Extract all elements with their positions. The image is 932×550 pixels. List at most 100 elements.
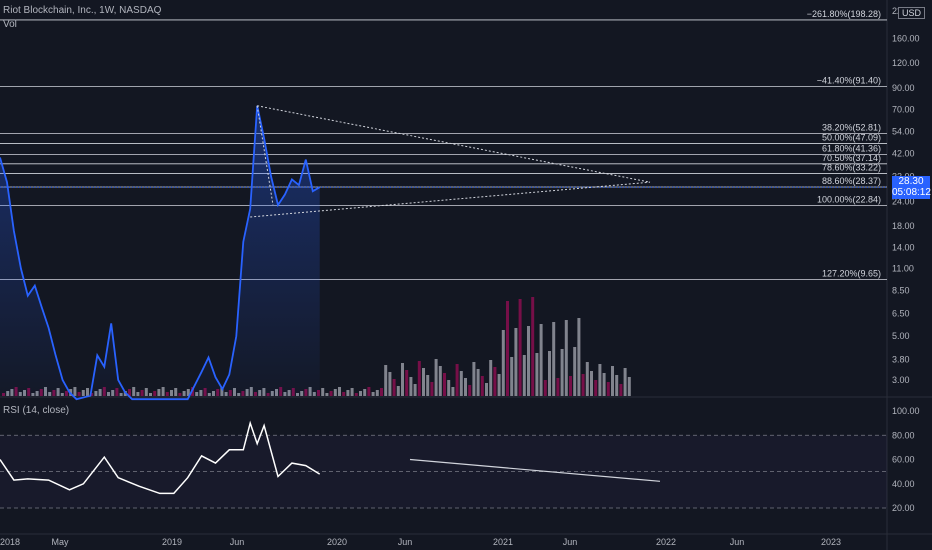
price-tick-label: 24.00 xyxy=(892,196,915,206)
volume-bar xyxy=(581,374,585,396)
rsi-tick-label: 40.00 xyxy=(892,479,915,489)
volume-bar xyxy=(497,374,501,396)
volume-bar xyxy=(447,380,451,396)
time-tick-label: 2023 xyxy=(821,537,841,547)
volume-bar xyxy=(136,392,140,396)
volume-bar xyxy=(548,351,551,396)
fib-level-label: 88.60%(28.37) xyxy=(822,176,881,186)
volume-bar xyxy=(77,392,81,396)
volume-bar xyxy=(321,388,325,396)
volume-bar xyxy=(405,370,409,396)
price-tick-label: 70.00 xyxy=(892,104,915,114)
rsi-divergence-trendline xyxy=(409,458,661,482)
triangle-lower-trendline xyxy=(250,181,651,218)
volume-bar xyxy=(346,390,350,396)
price-area-fill xyxy=(0,105,320,400)
volume-bar xyxy=(186,389,190,396)
volume-bar xyxy=(157,389,161,396)
price-tick-label: 5.00 xyxy=(892,331,910,341)
time-tick-label: 2021 xyxy=(493,537,513,547)
volume-bar xyxy=(627,377,631,396)
volume-bar xyxy=(556,378,560,396)
last-price-tag: 28.30 05:08:12 xyxy=(892,176,931,199)
volume-bar xyxy=(354,393,358,396)
rsi-tick-label: 100.00 xyxy=(892,406,920,416)
volume-bar xyxy=(144,388,148,396)
triangle-inner-trendline xyxy=(256,105,274,206)
volume-bar xyxy=(359,391,362,396)
volume-bar xyxy=(426,375,430,396)
time-tick-label: 2019 xyxy=(162,537,182,547)
time-tick-label: May xyxy=(51,537,69,547)
volume-bar xyxy=(539,324,543,396)
volume-bar xyxy=(174,388,178,396)
rsi-line xyxy=(0,420,321,495)
price-tick-label: 54.00 xyxy=(892,127,915,137)
fib-level-label: 127.20%(9.65) xyxy=(822,269,881,279)
volume-bar xyxy=(451,387,455,396)
volume-bar xyxy=(569,376,572,396)
volume-bar xyxy=(564,320,568,396)
volume-bar xyxy=(476,369,480,396)
volume-bar xyxy=(329,391,333,396)
volume-bar xyxy=(506,301,509,396)
volume-bar xyxy=(396,386,400,396)
volume-bar xyxy=(501,330,505,396)
volume-bar xyxy=(165,392,169,396)
volume-bar xyxy=(531,297,535,396)
volume-bar xyxy=(552,322,556,396)
price-line xyxy=(0,105,321,401)
rsi-tick-label: 20.00 xyxy=(892,503,915,513)
volume-bar xyxy=(480,376,484,396)
volume-bar xyxy=(577,318,581,396)
volume-bar xyxy=(585,362,589,396)
volume-bar xyxy=(438,366,442,396)
volume-bar xyxy=(422,368,425,396)
volume-bar xyxy=(459,371,463,396)
volume-bar xyxy=(464,378,467,396)
currency-tag[interactable]: USD xyxy=(898,7,926,19)
volume-bar xyxy=(522,355,526,396)
fib-level-label: −41.40%(91.40) xyxy=(817,75,881,85)
volume-bar xyxy=(153,391,157,396)
price-tick-label: 8.50 xyxy=(892,286,910,296)
volume-bar xyxy=(128,389,131,396)
fib-level-label: 70.50%(37.14) xyxy=(822,153,881,163)
volume-bar xyxy=(493,367,497,396)
time-tick-label: 2018 xyxy=(0,537,20,547)
volume-bar xyxy=(413,384,417,396)
volume-bar xyxy=(472,362,476,396)
price-tick-label: 3.80 xyxy=(892,355,910,365)
volume-bar xyxy=(73,387,77,396)
volume-bar xyxy=(602,373,606,396)
volume-bar xyxy=(606,382,610,396)
volume-bar xyxy=(543,380,547,396)
volume-bar xyxy=(560,349,564,396)
volume-bar xyxy=(619,384,623,396)
rsi-tick-label: 80.00 xyxy=(892,430,915,440)
volume-bar xyxy=(434,359,438,396)
volume-bar xyxy=(363,389,367,396)
rsi-tick-label: 60.00 xyxy=(892,455,915,465)
time-tick-label: 2022 xyxy=(656,537,676,547)
volume-bar xyxy=(338,387,341,396)
volume-bar xyxy=(182,391,186,396)
volume-bar xyxy=(468,385,472,396)
price-tick-label: 120.00 xyxy=(892,58,920,68)
rsi-legend: RSI (14, close) xyxy=(3,405,70,416)
volume-bar xyxy=(170,390,173,396)
time-tick-label: Jun xyxy=(730,537,745,547)
volume-bar xyxy=(388,372,392,396)
volume-bar xyxy=(384,365,388,396)
price-tick-label: 42.00 xyxy=(892,148,915,158)
volume-bar xyxy=(443,373,446,396)
volume-bar xyxy=(598,364,602,396)
last-price-value: 28.30 xyxy=(898,176,924,187)
volume-bar xyxy=(140,390,144,396)
volume-bar xyxy=(86,388,89,396)
volume-bar xyxy=(342,392,346,396)
volume-bar xyxy=(178,393,182,396)
volume-bar xyxy=(371,392,375,396)
volume-bar xyxy=(409,377,413,396)
